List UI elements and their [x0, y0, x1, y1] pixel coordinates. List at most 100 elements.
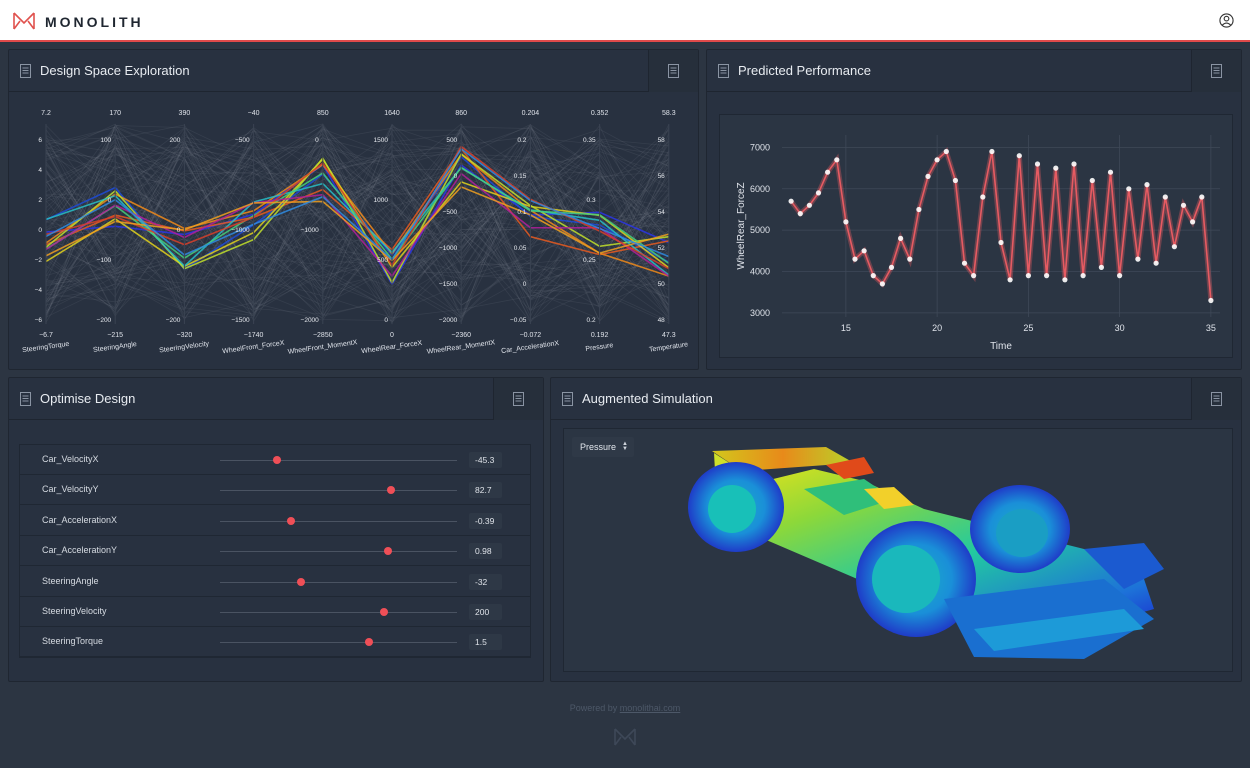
document-icon [718, 64, 729, 78]
grey-line [45, 168, 670, 301]
grey-line [45, 124, 670, 314]
slider-thumb[interactable] [287, 516, 296, 525]
field-select[interactable]: Pressure ▲ ▼ [572, 437, 634, 457]
axis-max-label: −40 [248, 110, 260, 117]
grey-line [45, 130, 670, 322]
slider-thumb[interactable] [272, 456, 281, 464]
slider-thumb[interactable] [365, 638, 374, 647]
field-select-value: Pressure [580, 442, 617, 452]
axis-min-label: 0 [390, 332, 394, 339]
axis-tick-label: 56 [658, 173, 666, 180]
grey-line [45, 126, 670, 282]
monolith-logo-icon [614, 728, 636, 746]
footer-link[interactable]: monolithai.com [619, 703, 681, 713]
axis-name-label: WheelFront_MomentX [287, 339, 358, 356]
slider-track[interactable] [220, 581, 457, 583]
panel-menu-button[interactable] [493, 378, 543, 420]
axis-tick-label: 2 [38, 197, 42, 204]
background-lines [45, 123, 670, 325]
predicted-performance-panel: Predicted Performance 15 20 25 30 35 3000 4000… [706, 49, 1242, 370]
slider-value-field[interactable]: 1.5 [469, 634, 502, 651]
slider-label: Car_VelocityX [42, 454, 99, 464]
data-point [907, 256, 913, 262]
slider-value-field[interactable]: 200 [469, 604, 502, 620]
axis-tick-label: −1000 [231, 227, 250, 234]
panel-menu-button[interactable] [648, 50, 698, 92]
data-point [1153, 260, 1159, 266]
data-point [1135, 256, 1141, 262]
race-car-3d-model[interactable] [564, 429, 1234, 673]
slider-label: Car_AccelerationX [42, 514, 118, 525]
data-point [1190, 219, 1196, 225]
axis-max-label: 170 [109, 110, 121, 117]
slider-thumb[interactable] [296, 577, 305, 586]
grey-line [45, 124, 669, 324]
axis-max-label: 0.204 [522, 110, 540, 117]
data-point [916, 206, 922, 213]
document-icon [20, 392, 31, 406]
data-point [943, 148, 949, 155]
data-point [961, 260, 968, 266]
grey-line [45, 232, 670, 320]
grey-line [45, 133, 670, 283]
grey-line [45, 125, 670, 325]
grey-line [45, 136, 670, 288]
slider-track[interactable] [220, 612, 457, 613]
slider-value-field[interactable]: 0.98 [469, 543, 502, 560]
panel-header: Optimise Design [9, 378, 543, 420]
grey-line [45, 153, 670, 223]
highlight-line [45, 166, 670, 265]
axis-name-label: WheelFront_ForceX [222, 340, 285, 356]
slider-thumb[interactable] [386, 486, 395, 495]
axis-tick-label: −4 [35, 287, 43, 294]
performance-line-chart[interactable]: 15 20 25 30 35 3000 4000 5000 6000 7000 Time WheelR… [720, 115, 1232, 357]
data-point [980, 194, 986, 200]
grey-line [45, 124, 670, 322]
slider-value-field[interactable]: 82.7 [469, 482, 502, 499]
monolith-logo-icon[interactable] [12, 11, 36, 31]
slider-value-field[interactable]: -45.3 [469, 452, 502, 468]
grey-line [45, 125, 670, 303]
slider-thumb[interactable] [384, 547, 393, 556]
axis-tick-label: 0.2 [517, 137, 526, 144]
data-point [1080, 273, 1086, 279]
data-point [1089, 177, 1095, 184]
grey-line [45, 133, 670, 323]
series-band [789, 147, 1214, 301]
grey-line [45, 206, 669, 323]
data-point [879, 281, 885, 287]
grey-line [45, 124, 670, 313]
grey-line [45, 143, 670, 306]
user-icon[interactable] [1219, 13, 1234, 28]
slider-value-field[interactable]: -32 [469, 573, 502, 590]
footer-text: Powered by monolithai.com [0, 703, 1250, 713]
slider-row: SteeringTorque 1.5 [20, 627, 530, 658]
slider-track[interactable] [220, 551, 457, 553]
data-point [1208, 297, 1214, 304]
slider-label: SteeringAngle [42, 575, 99, 586]
axis-name-label: Temperature [649, 341, 689, 353]
x-tick-label: 25 [1023, 323, 1033, 333]
axis-tick-label: 4 [38, 167, 42, 174]
axis-min-label: −215 [107, 332, 123, 339]
data-point [1025, 273, 1031, 279]
data-point [861, 248, 867, 254]
slider-track[interactable] [220, 520, 457, 522]
axis-tick-label: −1500 [231, 317, 250, 324]
slider-track[interactable] [220, 642, 457, 644]
data-point [934, 157, 940, 163]
panel-menu-button[interactable] [1191, 50, 1241, 92]
simulation-viewport[interactable]: Pressure ▲ ▼ [563, 428, 1233, 672]
grey-line [45, 123, 670, 276]
slider-thumb[interactable] [379, 608, 388, 616]
slider-value-field[interactable]: -0.39 [469, 512, 502, 529]
grey-line [45, 140, 670, 310]
optimise-design-panel: Optimise Design Car_VelocityX -45.3 Car_Ve… [8, 377, 544, 682]
slider-label: SteeringTorque [42, 636, 104, 647]
grey-line [45, 126, 670, 315]
parallel-coordinates-chart[interactable]: 7.2 −6.7 SteeringTorque 6 4 2 0 −2 −4 −6 170 −215 St… [9, 94, 698, 370]
panel-menu-button[interactable] [1191, 378, 1241, 420]
slider-track[interactable] [220, 490, 457, 492]
data-point [1007, 277, 1013, 283]
slider-track[interactable] [220, 460, 457, 461]
